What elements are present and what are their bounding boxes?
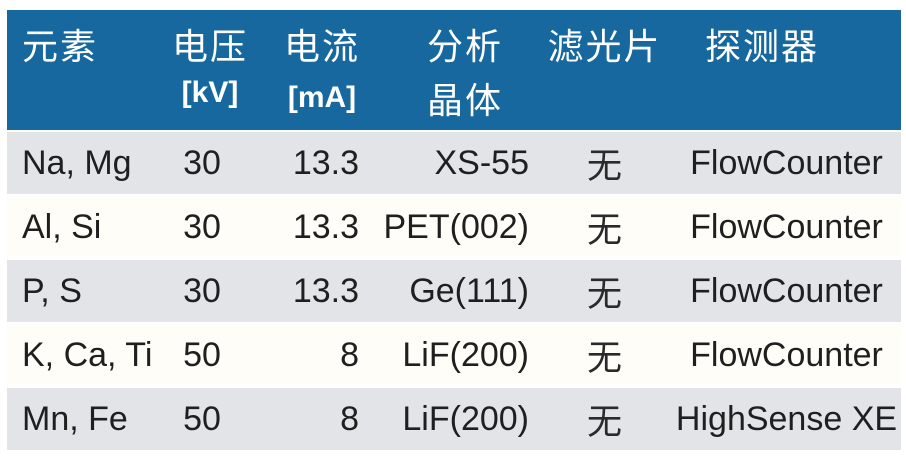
cell-crystal: LiF(200) xyxy=(367,388,537,450)
cell-element: Mn, Fe xyxy=(7,388,152,450)
cell-voltage: 30 xyxy=(152,260,252,322)
header-label-voltage: 电压 xyxy=(171,27,248,67)
cell-element: Na, Mg xyxy=(7,132,152,194)
table-row: Mn, Fe 50 8 LiF(200) 无 HighSense XE xyxy=(7,388,901,450)
cell-filter: 无 xyxy=(537,324,672,386)
header-cell-voltage: 电压 [kV] xyxy=(152,10,252,130)
cell-element: P, S xyxy=(7,260,152,322)
cell-current: 13.3 xyxy=(252,260,367,322)
table-row: Na, Mg 30 13.3 XS-55 无 FlowCounter xyxy=(7,132,901,194)
cell-detector: FlowCounter xyxy=(672,260,901,322)
table-header: 元素 电压 [kV] 电流 [mA] 分析 晶体 滤光片 xyxy=(7,10,901,130)
cell-filter: 无 xyxy=(537,388,672,450)
cell-element: K, Ca, Ti xyxy=(7,324,152,386)
cell-current: 13.3 xyxy=(252,196,367,258)
cell-voltage: 50 xyxy=(152,388,252,450)
cell-crystal: XS-55 xyxy=(367,132,537,194)
cell-voltage: 30 xyxy=(152,132,252,194)
cell-detector: FlowCounter xyxy=(672,132,901,194)
header-cell-crystal: 分析 晶体 xyxy=(367,10,537,130)
header-label-detector: 探测器 xyxy=(704,27,819,67)
measurement-conditions-table: 元素 电压 [kV] 电流 [mA] 分析 晶体 滤光片 xyxy=(7,8,901,452)
cell-crystal: Ge(111) xyxy=(367,260,537,322)
header-cell-detector: 探测器 xyxy=(672,10,901,130)
header-cell-element: 元素 xyxy=(7,10,152,130)
table-row: K, Ca, Ti 50 8 LiF(200) 无 FlowCounter xyxy=(7,324,901,386)
header-unit-current: [mA] xyxy=(287,81,357,114)
cell-current: 8 xyxy=(252,388,367,450)
cell-filter: 无 xyxy=(537,132,672,194)
header-label-filter: 滤光片 xyxy=(547,27,662,67)
cell-detector: FlowCounter xyxy=(672,324,901,386)
header-label-crystal-line1: 分析 xyxy=(426,27,503,67)
cell-filter: 无 xyxy=(537,196,672,258)
cell-detector: HighSense XE xyxy=(672,388,901,450)
cell-filter: 无 xyxy=(537,260,672,322)
cell-current: 13.3 xyxy=(252,132,367,194)
cell-voltage: 30 xyxy=(152,196,252,258)
header-cell-filter: 滤光片 xyxy=(537,10,672,130)
table-row: P, S 30 13.3 Ge(111) 无 FlowCounter xyxy=(7,260,901,322)
header-row: 元素 电压 [kV] 电流 [mA] 分析 晶体 滤光片 xyxy=(7,10,901,130)
header-cell-current: 电流 [mA] xyxy=(252,10,367,130)
table-body: Na, Mg 30 13.3 XS-55 无 FlowCounter Al, S… xyxy=(7,132,901,450)
cell-voltage: 50 xyxy=(152,324,252,386)
header-label-element: 元素 xyxy=(22,27,99,67)
header-label-current: 电流 xyxy=(283,27,360,67)
cell-detector: FlowCounter xyxy=(672,196,901,258)
cell-crystal: PET(002) xyxy=(367,196,537,258)
cell-current: 8 xyxy=(252,324,367,386)
cell-crystal: LiF(200) xyxy=(367,324,537,386)
table-row: Al, Si 30 13.3 PET(002) 无 FlowCounter xyxy=(7,196,901,258)
cell-element: Al, Si xyxy=(7,196,152,258)
header-label-crystal-line2: 晶体 xyxy=(426,81,503,121)
header-unit-voltage: [kV] xyxy=(181,76,239,109)
